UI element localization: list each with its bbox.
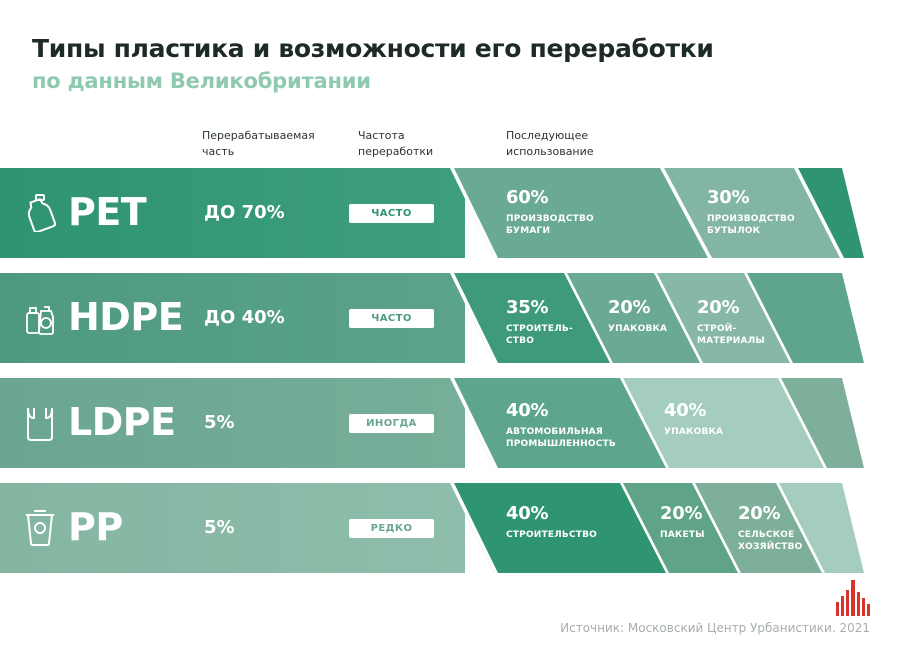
usage-segment-1 [450, 378, 668, 468]
frequency-badge: РЕДКО [349, 519, 434, 538]
page-title: Типы пластика и возможности его перерабо… [32, 34, 714, 63]
yogurt-cup-icon [26, 510, 54, 546]
recycled-share-value: 5% [204, 517, 235, 538]
usage-label: УПАКОВКА [664, 427, 724, 437]
usage-percent: 40% [664, 400, 707, 421]
usage-label: СТРОИТЕЛЬСТВО [506, 530, 598, 540]
containers-icon [26, 306, 54, 335]
usage-segment-2 [566, 273, 702, 363]
usage-segments [450, 168, 864, 258]
usage-item: 20% ПАКЕТЫ [660, 503, 705, 541]
usage-segment-rest [778, 483, 864, 573]
usage-item: 60% ПРОИЗВОДСТВО БУМАГИ [506, 187, 594, 237]
page-subtitle: по данным Великобритании [32, 69, 371, 93]
recycled-share-value: 5% [204, 412, 235, 433]
usage-label: УПАКОВКА [608, 324, 668, 334]
frequency-badge: ЧАСТО [349, 309, 434, 328]
usage-item: 40% УПАКОВКА [664, 400, 723, 438]
usage-percent: 20% [738, 503, 781, 524]
bottle-icon [27, 194, 56, 232]
usage-percent: 20% [660, 503, 703, 524]
usage-segment-rest [780, 378, 864, 468]
usage-label: ПРОИЗВОДСТВО БУМАГИ [506, 214, 594, 236]
plastic-name: PP [68, 505, 123, 549]
frequency-badge: ЧАСТО [349, 204, 434, 223]
source-note: Источник: Московский Центр Урбанистики. … [560, 621, 870, 635]
usage-label: СЕЛЬСКОЕ ХОЗЯЙСТВО [738, 530, 803, 552]
frequency-badge: ИНОГДА [349, 414, 434, 433]
plastic-name: LDPE [68, 400, 176, 444]
column-header-subsequent-use: Последующее использование [506, 129, 594, 158]
usage-label: ПРОИЗВОДСТВО БУТЫЛОК [707, 214, 795, 236]
usage-item: 30% ПРОИЗВОДСТВО БУТЫЛОК [707, 187, 795, 237]
usage-label: ПАКЕТЫ [660, 530, 705, 540]
usage-segments [450, 378, 864, 468]
usage-item: 40% СТРОИТЕЛЬСТВО [506, 503, 597, 541]
column-header-recycled-share: Перерабатываемая часть [202, 129, 315, 158]
usage-segment-3 [694, 483, 824, 573]
usage-segment-2 [622, 378, 826, 468]
usage-label: СТРОЙ- МАТЕРИАЛЫ [697, 324, 765, 346]
plastic-name: HDPE [68, 295, 184, 339]
bag-icon [27, 407, 53, 441]
city-skyline-logo-icon [836, 580, 870, 616]
usage-segment-rest [746, 273, 864, 363]
plastic-row-pet: PET ДО 70% ЧАСТО 60% ПРОИЗВОДСТВО БУМАГИ… [0, 168, 900, 258]
recycled-share-value: ДО 40% [204, 307, 285, 328]
usage-item: 20% СЕЛЬСКОЕ ХОЗЯЙСТВО [738, 503, 803, 553]
usage-item: 20% УПАКОВКА [608, 297, 667, 335]
plastic-row-ldpe: LDPE 5% ИНОГДА 40% АВТОМОБИЛЬНАЯ ПРОМЫШЛ… [0, 378, 900, 468]
usage-segments [450, 483, 864, 573]
usage-percent: 40% [506, 503, 549, 524]
usage-percent: 30% [707, 187, 750, 208]
usage-segment-2 [622, 483, 740, 573]
usage-segment-rest [798, 168, 864, 258]
plastic-row-pp: PP 5% РЕДКО 40% СТРОИТЕЛЬСТВО 20% ПАКЕТЫ… [0, 483, 900, 573]
usage-segment-2 [664, 168, 844, 258]
usage-percent: 60% [506, 187, 549, 208]
usage-percent: 20% [608, 297, 651, 318]
usage-segments [450, 273, 864, 363]
column-header-frequency: Частота переработки [358, 129, 434, 158]
usage-segment-1 [450, 168, 712, 258]
usage-segment-3 [656, 273, 792, 363]
plastic-name: PET [68, 190, 147, 234]
usage-item: 40% АВТОМОБИЛЬНАЯ ПРОМЫШЛЕННОСТЬ [506, 400, 616, 450]
usage-segment-1 [450, 483, 668, 573]
usage-percent: 35% [506, 297, 549, 318]
usage-item: 35% СТРОИТЕЛЬ- СТВО [506, 297, 573, 347]
recycled-share-value: ДО 70% [204, 202, 285, 223]
usage-label: СТРОИТЕЛЬ- СТВО [506, 324, 573, 346]
usage-percent: 20% [697, 297, 740, 318]
usage-label: АВТОМОБИЛЬНАЯ ПРОМЫШЛЕННОСТЬ [506, 427, 616, 449]
usage-percent: 40% [506, 400, 549, 421]
plastic-row-hdpe: HDPE ДО 40% ЧАСТО 35% СТРОИТЕЛЬ- СТВО 20… [0, 273, 900, 363]
usage-item: 20% СТРОЙ- МАТЕРИАЛЫ [697, 297, 765, 347]
usage-segment-1 [450, 273, 612, 363]
